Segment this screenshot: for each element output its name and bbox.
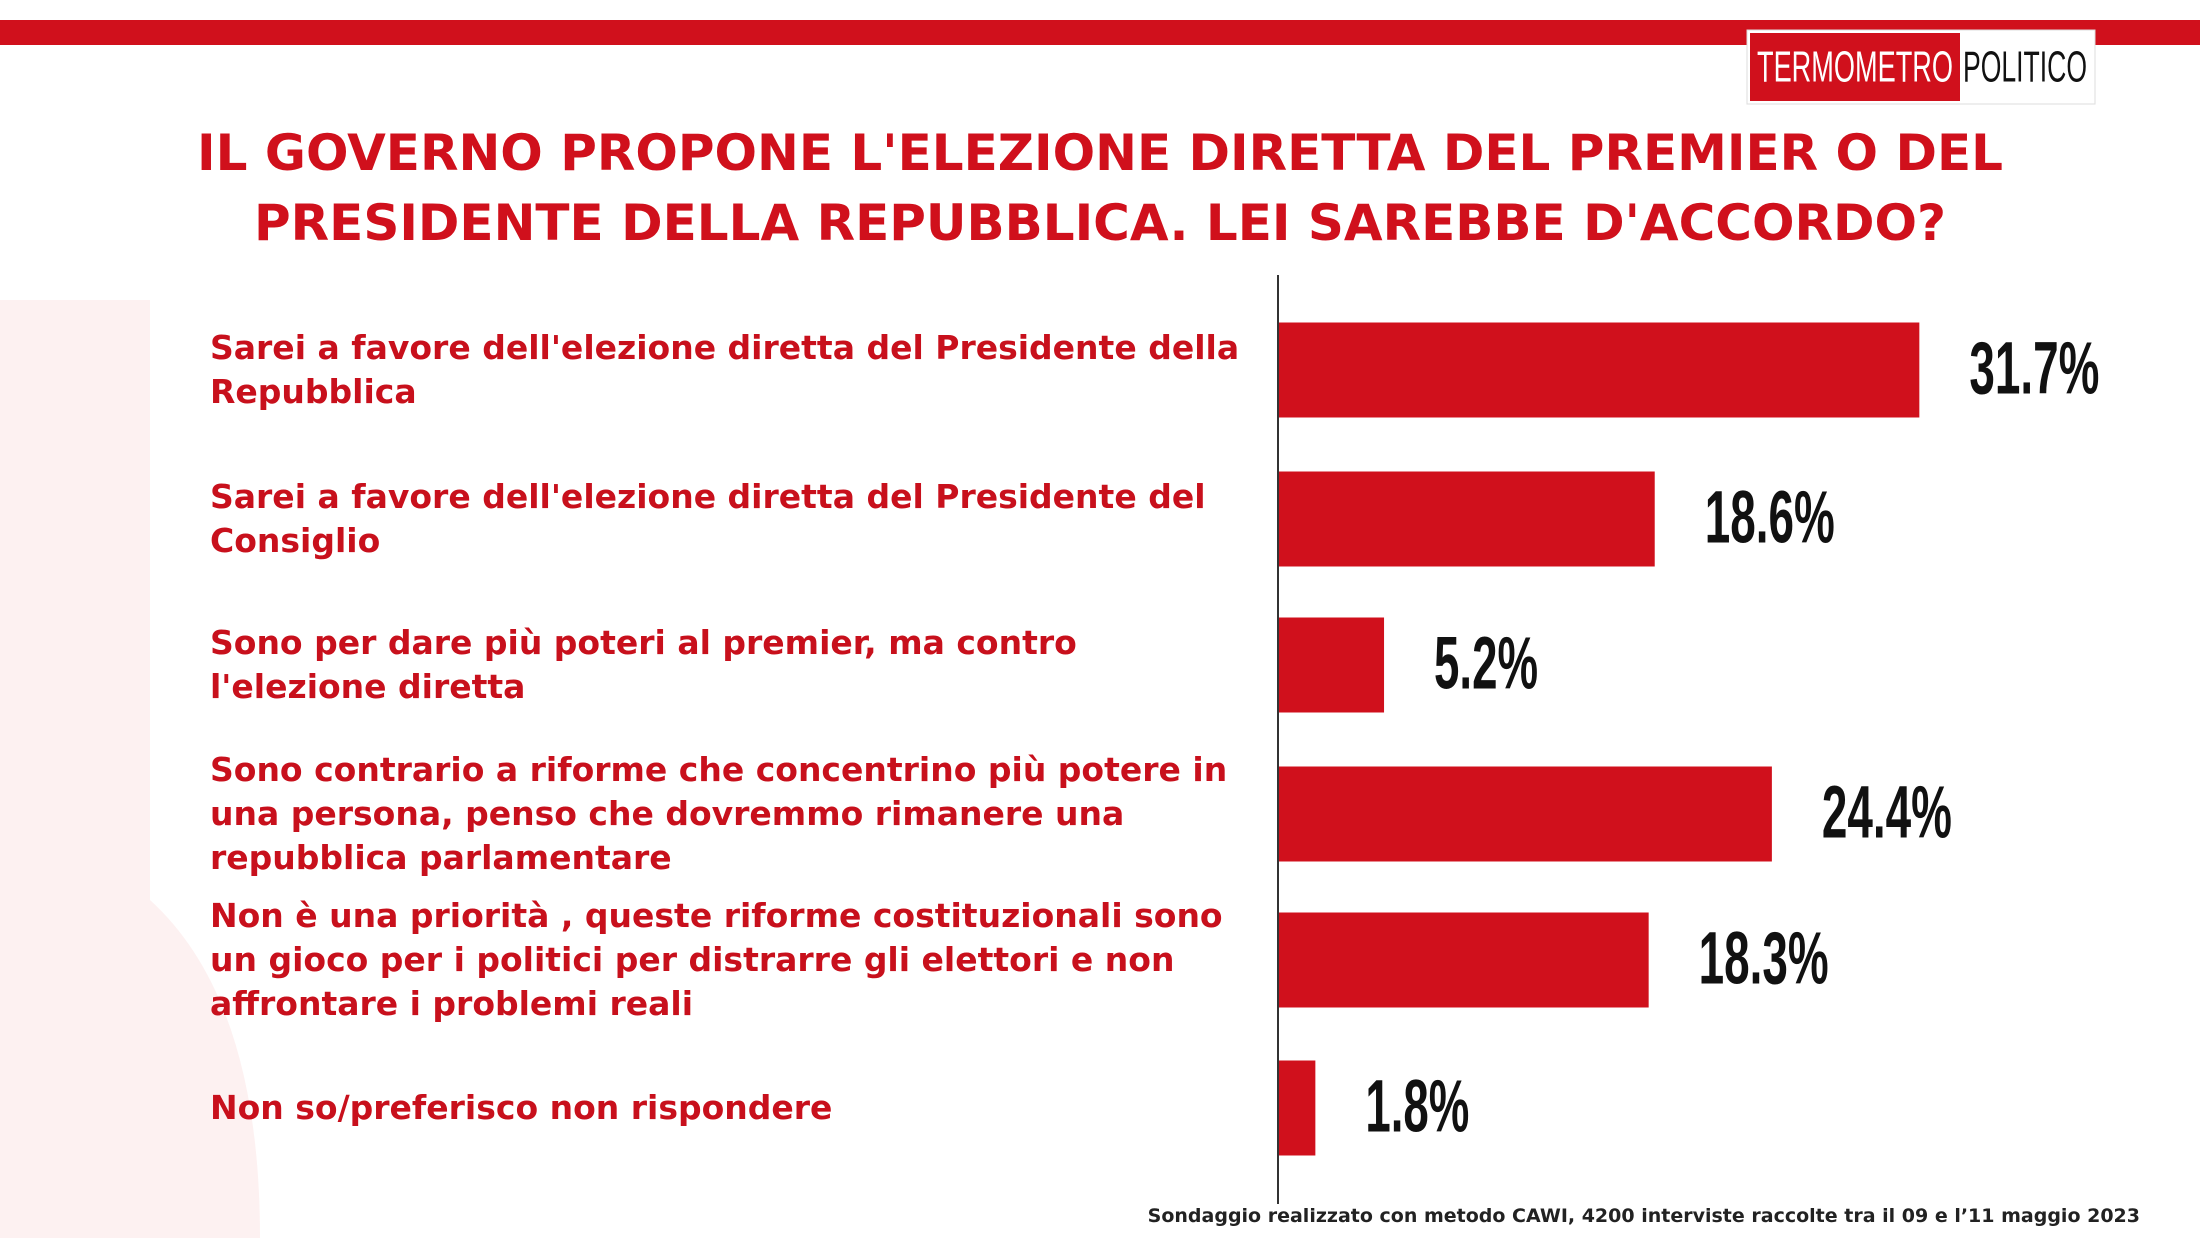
bar xyxy=(1279,322,1920,418)
category-label: Sarei a favore dell'elezione diretta del… xyxy=(210,477,1206,560)
bar xyxy=(1279,617,1385,713)
bar xyxy=(1279,766,1772,862)
logo-text: TERMOMETRO xyxy=(1757,43,1953,92)
chart-title: IL GOVERNO PROPONE L'ELEZIONE DIRETTA DE… xyxy=(197,124,2003,252)
value-label: 5.2% xyxy=(1434,622,1538,705)
bar xyxy=(1279,912,1649,1008)
category-label: Non è una priorità , queste riforme cost… xyxy=(210,896,1223,1023)
logo-text: POLITICO xyxy=(1963,43,2087,92)
bar xyxy=(1279,1060,1316,1156)
category-label: Sarei a favore dell'elezione diretta del… xyxy=(210,328,1240,411)
bar xyxy=(1279,471,1655,567)
logo-red xyxy=(1750,33,1960,101)
category-label: Non so/preferisco non rispondere xyxy=(210,1088,833,1127)
category-label: Sono contrario a riforme che concentrino… xyxy=(210,750,1228,877)
value-label: 18.6% xyxy=(1705,476,1835,559)
value-label: 18.3% xyxy=(1699,917,1829,1000)
category-label: Sono per dare più poteri al premier, ma … xyxy=(210,623,1077,706)
footnote: Sondaggio realizzato con metodo CAWI, 42… xyxy=(1147,1205,2140,1227)
value-label: 31.7% xyxy=(1969,327,2099,410)
value-label: 24.4% xyxy=(1822,771,1952,854)
value-label: 1.8% xyxy=(1365,1065,1469,1148)
watermark xyxy=(0,300,260,1238)
